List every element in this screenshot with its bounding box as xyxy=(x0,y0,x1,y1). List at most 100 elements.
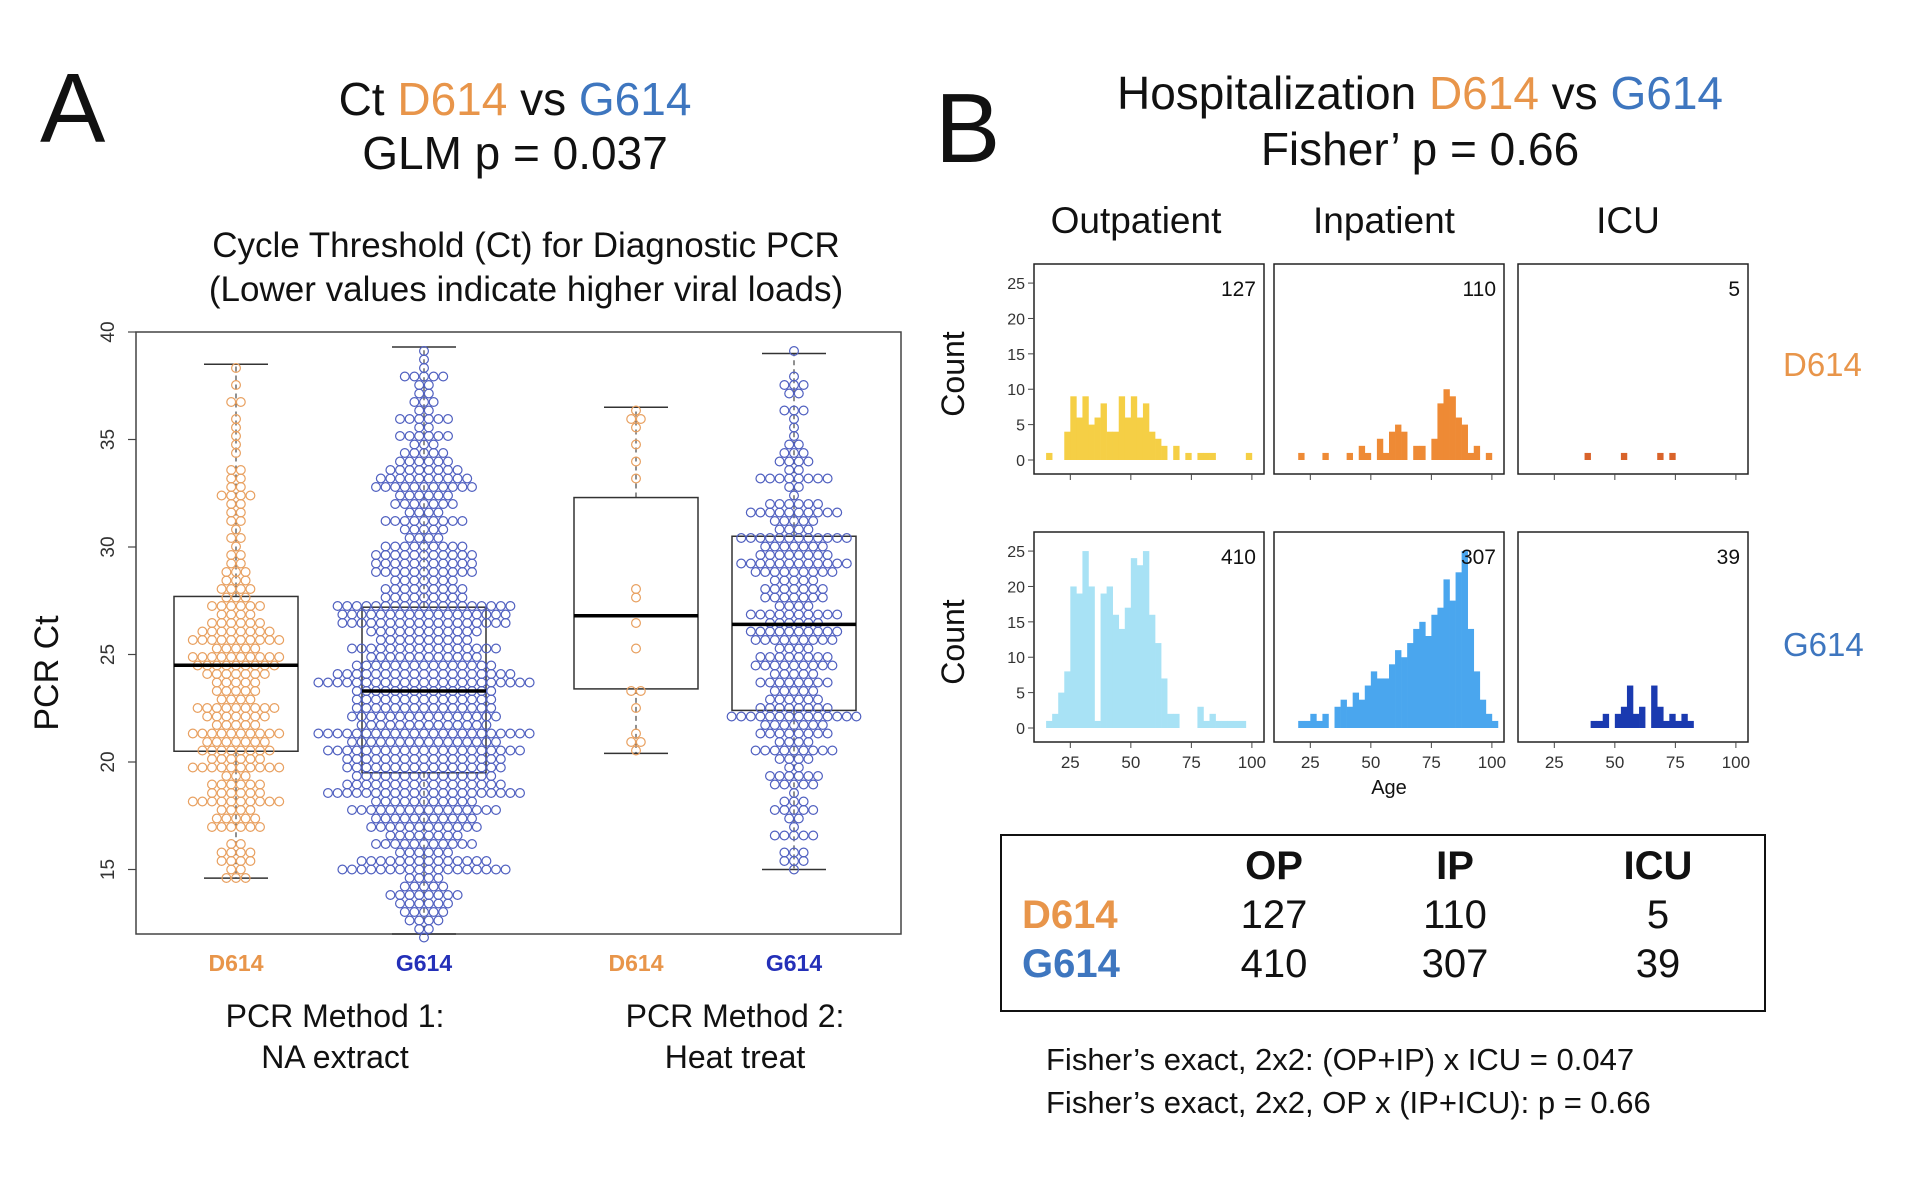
data-point xyxy=(399,558,410,569)
data-point xyxy=(259,711,270,722)
histogram-bar xyxy=(1437,607,1444,728)
data-point xyxy=(235,507,246,518)
data-point xyxy=(414,422,425,433)
data-point xyxy=(793,694,804,705)
data-point xyxy=(371,762,382,773)
data-point xyxy=(361,677,372,688)
table-cell: 127 xyxy=(1240,893,1308,937)
data-point xyxy=(462,643,473,654)
data-point xyxy=(784,762,795,773)
data-point xyxy=(764,626,775,637)
x-tick-label: 100 xyxy=(1722,753,1750,772)
data-point xyxy=(443,711,454,722)
data-point xyxy=(390,677,401,688)
data-point xyxy=(443,737,454,748)
histogram-bar xyxy=(1167,713,1174,728)
data-point xyxy=(404,652,415,663)
data-point xyxy=(235,745,246,756)
data-point xyxy=(235,550,246,561)
data-point xyxy=(808,686,819,697)
data-point xyxy=(250,720,261,731)
data-point xyxy=(221,720,232,731)
data-point xyxy=(380,813,391,824)
data-point xyxy=(784,677,795,688)
data-point xyxy=(798,847,809,858)
data-point xyxy=(822,728,833,739)
data-point xyxy=(414,388,425,399)
data-point xyxy=(216,609,227,620)
data-point xyxy=(462,635,473,646)
data-point xyxy=(226,465,237,476)
histogram-bar xyxy=(1197,706,1204,728)
data-point xyxy=(428,584,439,595)
table-header-ip: IP xyxy=(1436,844,1474,888)
histogram-bar xyxy=(1322,713,1329,728)
data-point xyxy=(793,499,804,510)
data-point xyxy=(467,660,478,671)
facet-count-label: 39 xyxy=(1717,546,1740,569)
y-tick-label: 30 xyxy=(98,536,119,557)
data-point xyxy=(414,490,425,501)
data-point xyxy=(471,711,482,722)
data-point xyxy=(231,872,242,883)
data-point xyxy=(462,652,473,663)
data-point xyxy=(827,567,838,578)
data-point xyxy=(231,575,242,586)
data-point xyxy=(764,677,775,688)
data-point xyxy=(447,703,458,714)
data-point xyxy=(351,728,362,739)
data-point xyxy=(428,813,439,824)
data-point xyxy=(433,635,444,646)
data-point xyxy=(235,626,246,637)
data-point xyxy=(245,855,256,866)
data-point xyxy=(409,584,420,595)
data-point xyxy=(428,482,439,493)
data-point xyxy=(447,567,458,578)
data-point xyxy=(736,558,747,569)
data-point xyxy=(438,575,449,586)
data-point xyxy=(779,779,790,790)
data-point xyxy=(784,601,795,612)
data-point xyxy=(433,711,444,722)
histogram-bar xyxy=(1233,720,1241,728)
data-point xyxy=(803,524,814,535)
data-point xyxy=(447,482,458,493)
histogram-bar xyxy=(1425,636,1432,728)
data-point xyxy=(438,677,449,688)
histogram-bar xyxy=(1082,396,1089,460)
histogram-bar xyxy=(1161,678,1168,728)
data-point xyxy=(812,473,823,484)
data-point xyxy=(438,516,449,527)
data-point xyxy=(793,677,804,688)
x-tick-label: 25 xyxy=(1545,753,1564,772)
data-point xyxy=(817,745,828,756)
data-point xyxy=(760,592,771,603)
data-point xyxy=(769,567,780,578)
data-point xyxy=(832,711,843,722)
data-point xyxy=(409,745,420,756)
data-point xyxy=(226,762,237,773)
x-tick-label: 75 xyxy=(1422,753,1441,772)
data-point xyxy=(467,567,478,578)
data-point xyxy=(380,677,391,688)
data-point xyxy=(447,779,458,790)
data-point xyxy=(351,771,362,782)
data-point xyxy=(423,889,434,900)
data-point xyxy=(476,694,487,705)
data-point xyxy=(841,711,852,722)
data-point xyxy=(803,550,814,561)
data-point xyxy=(399,906,410,917)
data-point xyxy=(803,694,814,705)
histogram-bar xyxy=(1657,706,1664,728)
data-point xyxy=(414,618,425,629)
histogram-bar xyxy=(1070,586,1077,728)
data-point xyxy=(409,499,420,510)
data-point xyxy=(332,728,343,739)
data-point xyxy=(240,686,251,697)
data-point xyxy=(240,592,251,603)
data-point xyxy=(779,669,790,680)
data-point xyxy=(467,677,478,688)
data-point xyxy=(798,796,809,807)
data-point xyxy=(351,660,362,671)
x-tick-label: 100 xyxy=(1238,753,1266,772)
